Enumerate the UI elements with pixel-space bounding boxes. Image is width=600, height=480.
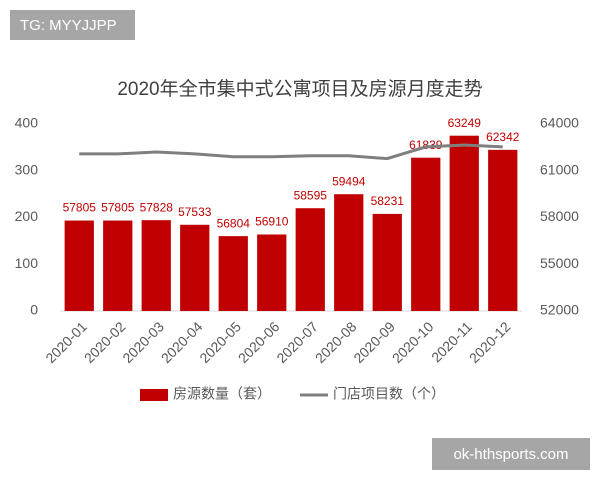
watermark: ok-hthsports.com bbox=[453, 446, 568, 463]
value-label: 56804 bbox=[217, 216, 251, 230]
y2-tick-label: 61000 bbox=[540, 161, 579, 177]
value-label: 57533 bbox=[178, 205, 212, 219]
bar bbox=[64, 220, 94, 311]
x-tick-label: 2020-12 bbox=[466, 318, 514, 366]
watermark-box bbox=[10, 10, 135, 40]
value-label: 59494 bbox=[332, 174, 366, 188]
bar bbox=[180, 224, 210, 311]
legend-label: 门店项目数（个） bbox=[333, 386, 445, 402]
bar bbox=[103, 220, 133, 311]
bar bbox=[449, 135, 479, 311]
watermark-box bbox=[432, 438, 590, 470]
y2-tick-label: 52000 bbox=[540, 302, 579, 318]
x-tick-label: 2020-08 bbox=[312, 318, 360, 366]
value-label: 63249 bbox=[448, 116, 482, 130]
y2-tick-label: 55000 bbox=[540, 255, 579, 271]
value-label: 62342 bbox=[486, 130, 520, 144]
y-tick-label: 200 bbox=[15, 208, 39, 224]
value-label: 58595 bbox=[294, 188, 328, 202]
bar bbox=[141, 220, 171, 311]
x-tick-label: 2020-01 bbox=[42, 318, 90, 366]
y-tick-label: 100 bbox=[15, 255, 39, 271]
x-tick-label: 2020-06 bbox=[235, 318, 283, 366]
x-tick-label: 2020-07 bbox=[273, 318, 321, 366]
y-tick-label: 400 bbox=[15, 115, 39, 131]
bar bbox=[257, 234, 287, 311]
x-tick-label: 2020-09 bbox=[350, 318, 398, 366]
legend-swatch bbox=[140, 389, 168, 401]
bar bbox=[295, 208, 325, 311]
x-tick-label: 2020-04 bbox=[158, 318, 206, 366]
y2-tick-label: 64000 bbox=[540, 115, 579, 131]
value-label: 57805 bbox=[63, 201, 97, 215]
watermark: TG: MYYJJPP bbox=[20, 17, 117, 34]
value-label: 58231 bbox=[371, 194, 405, 208]
x-tick-label: 2020-05 bbox=[196, 318, 244, 366]
x-tick-label: 2020-02 bbox=[81, 318, 129, 366]
y-tick-label: 0 bbox=[30, 302, 38, 318]
value-label: 57805 bbox=[101, 201, 135, 215]
bar bbox=[488, 149, 518, 311]
bar bbox=[334, 194, 364, 311]
value-label: 57828 bbox=[140, 200, 174, 214]
bar bbox=[372, 213, 402, 311]
x-tick-label: 2020-10 bbox=[389, 318, 437, 366]
line bbox=[79, 143, 503, 161]
bar bbox=[218, 236, 248, 311]
x-tick-label: 2020-03 bbox=[119, 318, 167, 366]
y-tick-label: 300 bbox=[15, 161, 39, 177]
chart-title: 2020年全市集中式公寓项目及房源月度走势 bbox=[117, 78, 482, 100]
y2-tick-label: 58000 bbox=[540, 208, 579, 224]
legend-label: 房源数量（套） bbox=[173, 386, 271, 402]
value-label: 56910 bbox=[255, 215, 289, 229]
bar bbox=[411, 157, 441, 311]
